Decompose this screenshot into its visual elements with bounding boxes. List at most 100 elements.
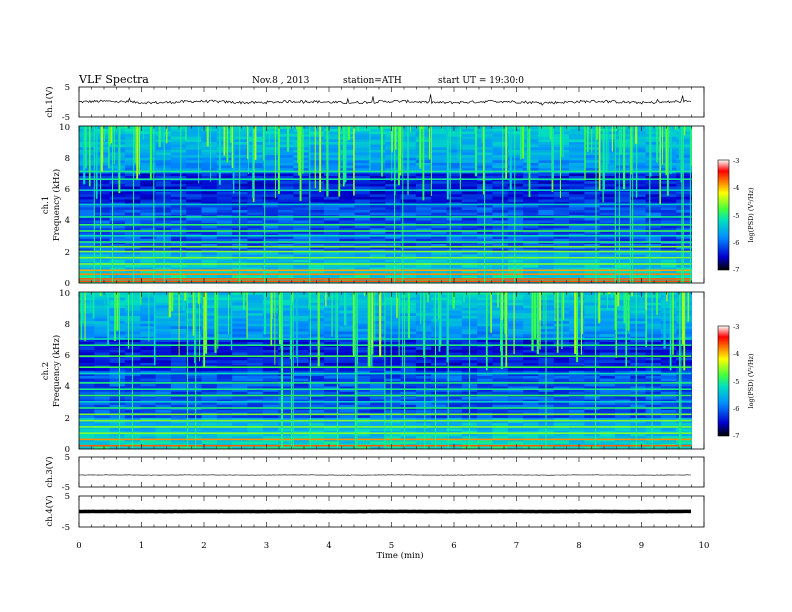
spectrogram-cell — [676, 422, 692, 426]
spectrogram-cell — [170, 196, 187, 200]
spectrogram-cell — [400, 233, 417, 237]
spectrogram-cell — [201, 146, 218, 150]
spectrogram-cell — [461, 149, 478, 153]
spectrogram-cell — [477, 435, 493, 439]
spectrogram-cell — [553, 194, 570, 197]
spectrogram-cell — [477, 362, 493, 366]
spectrogram-cell — [431, 415, 447, 418]
spectrogram-cell — [170, 370, 187, 374]
spectrogram-cell — [660, 228, 677, 231]
spectrogram-cell — [339, 349, 356, 353]
spectrogram-cell — [155, 415, 172, 418]
spectrogram-cell — [507, 320, 524, 324]
spectrogram-cell — [278, 228, 294, 231]
ch2-spectrogram-panel: 0 2 4 6 8 10 ch.2 Frequency (kHz) -3 -4 … — [41, 289, 755, 455]
spectrogram-sferic — [343, 126, 346, 184]
spectrogram-cell — [492, 175, 509, 179]
spectrogram-cell — [354, 173, 371, 176]
spectrogram-cell — [645, 136, 662, 140]
spectrogram-cell — [94, 417, 111, 421]
spectrogram-cell — [354, 333, 371, 337]
spectrogram-cell — [431, 180, 447, 184]
spectrogram-cell — [507, 149, 524, 153]
spectrogram-cell — [461, 233, 478, 237]
spectrogram-cell — [507, 435, 524, 439]
spectrogram-cell — [247, 433, 264, 437]
spectrogram-cell — [247, 212, 264, 216]
spectrogram-cell — [507, 409, 524, 413]
spectrogram-cell — [369, 139, 386, 142]
spectrogram-cell — [538, 175, 555, 179]
spectrogram-cell — [308, 246, 325, 250]
spectrogram-cell — [339, 373, 356, 376]
spectrogram-cell — [79, 320, 95, 324]
spectrogram-cell — [94, 180, 111, 184]
spectrogram-cell — [155, 320, 172, 324]
spectrogram-cell — [94, 420, 111, 424]
spectrogram-cell — [415, 201, 432, 205]
spectrogram-cell — [614, 383, 631, 387]
spectrogram-sferic — [223, 126, 226, 156]
spectrogram-cell — [109, 131, 126, 135]
spectrogram-cell — [354, 136, 371, 140]
spectrogram-cell — [140, 409, 157, 413]
spectrogram-cell — [262, 167, 279, 171]
spectrogram-cell — [569, 136, 585, 140]
spectrogram-cell — [523, 243, 539, 247]
spectrogram-cell — [354, 259, 371, 263]
spectrogram-sferic — [298, 126, 301, 176]
spectrogram-cell — [492, 435, 509, 439]
spectrogram-cell — [446, 420, 463, 424]
spectrogram-cell — [599, 238, 616, 242]
spectrogram-cell — [569, 269, 585, 273]
spectrogram-cell — [262, 352, 279, 356]
spectrogram-cell — [676, 383, 692, 387]
spectrogram-cell — [170, 246, 187, 250]
spectrogram-cell — [446, 146, 463, 150]
spectrogram-cell — [614, 180, 631, 184]
spectrogram-cell — [109, 433, 126, 437]
spectrogram-cell — [599, 352, 616, 356]
spectrogram-cell — [339, 201, 356, 205]
spectrogram-cell — [385, 388, 402, 392]
spectrogram-cell — [262, 362, 279, 366]
spectrogram-cell — [492, 128, 509, 132]
spectrogram-cell — [523, 217, 539, 221]
spectrogram-cell — [155, 305, 172, 308]
spectrogram-cell — [400, 201, 417, 205]
spectrogram-cell — [415, 446, 432, 450]
spectrogram-cell — [247, 275, 264, 278]
spectrogram-cell — [492, 146, 509, 150]
spectrogram-cell — [614, 367, 631, 371]
spectrogram-cell — [477, 441, 493, 444]
spectrogram-cell — [446, 370, 463, 374]
spectrogram-cell — [339, 199, 356, 203]
spectrogram-cell — [140, 186, 157, 190]
spectrogram-cell — [232, 446, 248, 450]
spectrogram-cell — [523, 388, 539, 392]
spectrogram-cell — [614, 162, 631, 166]
spectrogram-cell — [140, 428, 157, 431]
spectrogram-cell — [369, 331, 386, 335]
ch1-colorbar-label: log(PSD) (V²/Hz) — [747, 187, 755, 242]
spectrogram-cell — [492, 233, 509, 237]
spectrogram-cell — [569, 391, 585, 395]
spectrogram-cell — [79, 201, 95, 205]
spectrogram-cell — [431, 149, 447, 153]
spectrogram-cell — [354, 249, 371, 252]
spectrogram-cell — [400, 386, 417, 390]
spectrogram-cell — [170, 275, 187, 278]
spectrogram-cell — [400, 362, 417, 366]
spectrogram-cell — [262, 383, 279, 387]
spectrogram-sferic — [230, 126, 233, 143]
spectrogram-cell — [79, 310, 95, 314]
spectrogram-cell — [369, 373, 386, 376]
spectrogram-cell — [492, 357, 509, 361]
spectrogram-cell — [308, 251, 325, 255]
spectrogram-cell — [232, 331, 248, 335]
spectrogram-cell — [79, 212, 95, 216]
spectrogram-cell — [247, 160, 264, 163]
spectrogram-cell — [262, 430, 279, 434]
spectrogram-cell — [308, 305, 325, 308]
spectrogram-cell — [369, 346, 386, 350]
